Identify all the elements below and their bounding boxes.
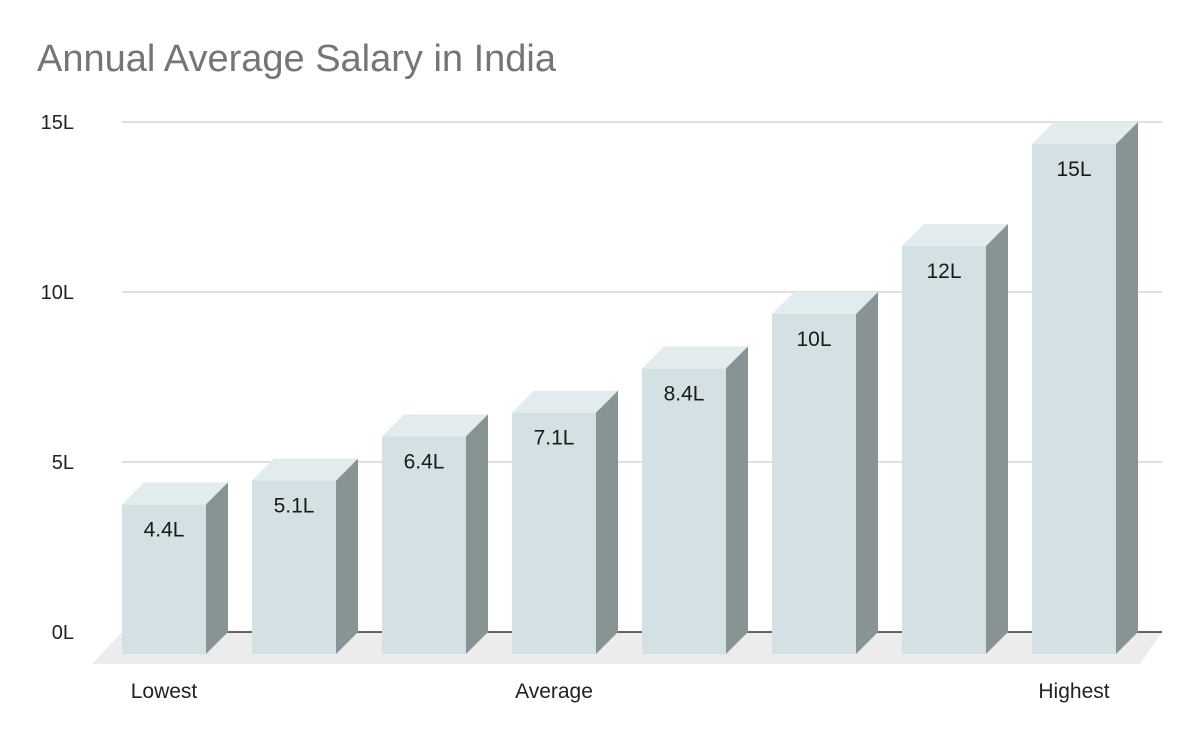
chart-floor (92, 632, 1162, 664)
data-label: 5.1L (274, 495, 315, 518)
bar-top-face (252, 458, 358, 481)
data-labels: 4.4L 5.1L 6.4L 7.1L 8.4L 10L 12L 15L (144, 158, 1092, 541)
bar (1032, 122, 1138, 654)
bar-side-face (596, 390, 618, 654)
bar (382, 414, 488, 654)
floor-plane (92, 632, 1162, 664)
bar-side-face (726, 346, 748, 654)
x-tick-label: Average (515, 680, 593, 703)
bar-front-face (382, 436, 466, 654)
y-tick-label: 15L (41, 112, 74, 134)
bar (772, 292, 878, 654)
data-label: 7.1L (534, 427, 575, 450)
data-label: 10L (796, 328, 831, 351)
bar-side-face (466, 414, 488, 654)
data-label: 15L (1056, 158, 1091, 181)
bar-front-face (122, 504, 206, 654)
x-axis: Lowest Average Highest (131, 680, 1110, 703)
bar-top-face (642, 346, 748, 369)
y-axis: 0L 5L 10L 15L (41, 112, 74, 644)
data-label: 6.4L (404, 450, 445, 473)
bar-front-face (252, 480, 336, 654)
bar-side-face (206, 482, 228, 654)
bar-top-face (902, 224, 1008, 246)
x-tick-label: Highest (1038, 680, 1109, 703)
bar-top-face (512, 390, 618, 413)
bar-front-face (642, 368, 726, 654)
x-tick-label: Lowest (131, 680, 198, 703)
bar-side-face (1116, 122, 1138, 654)
data-label: 4.4L (144, 518, 185, 541)
data-label: 8.4L (664, 382, 705, 405)
bar-front-face (512, 412, 596, 654)
bar (642, 346, 748, 654)
bars (122, 122, 1138, 654)
bar-top-face (122, 482, 228, 505)
bar (122, 482, 228, 654)
bar (902, 224, 1008, 654)
bar-front-face (772, 314, 856, 654)
bar-front-face (1032, 144, 1116, 654)
y-tick-label: 10L (41, 282, 74, 304)
y-tick-label: 5L (52, 452, 74, 474)
bar-side-face (986, 224, 1008, 654)
bar-top-face (772, 292, 878, 314)
bar (512, 390, 618, 654)
chart-title: Annual Average Salary in India (37, 38, 556, 80)
bar-side-face (856, 292, 878, 654)
bar-front-face (902, 246, 986, 654)
bar-top-face (1032, 122, 1138, 144)
bar-top-face (382, 414, 488, 437)
bar (252, 458, 358, 654)
y-tick-label: 0L (52, 622, 74, 644)
bar-side-face (336, 458, 358, 654)
data-label: 12L (926, 260, 961, 283)
